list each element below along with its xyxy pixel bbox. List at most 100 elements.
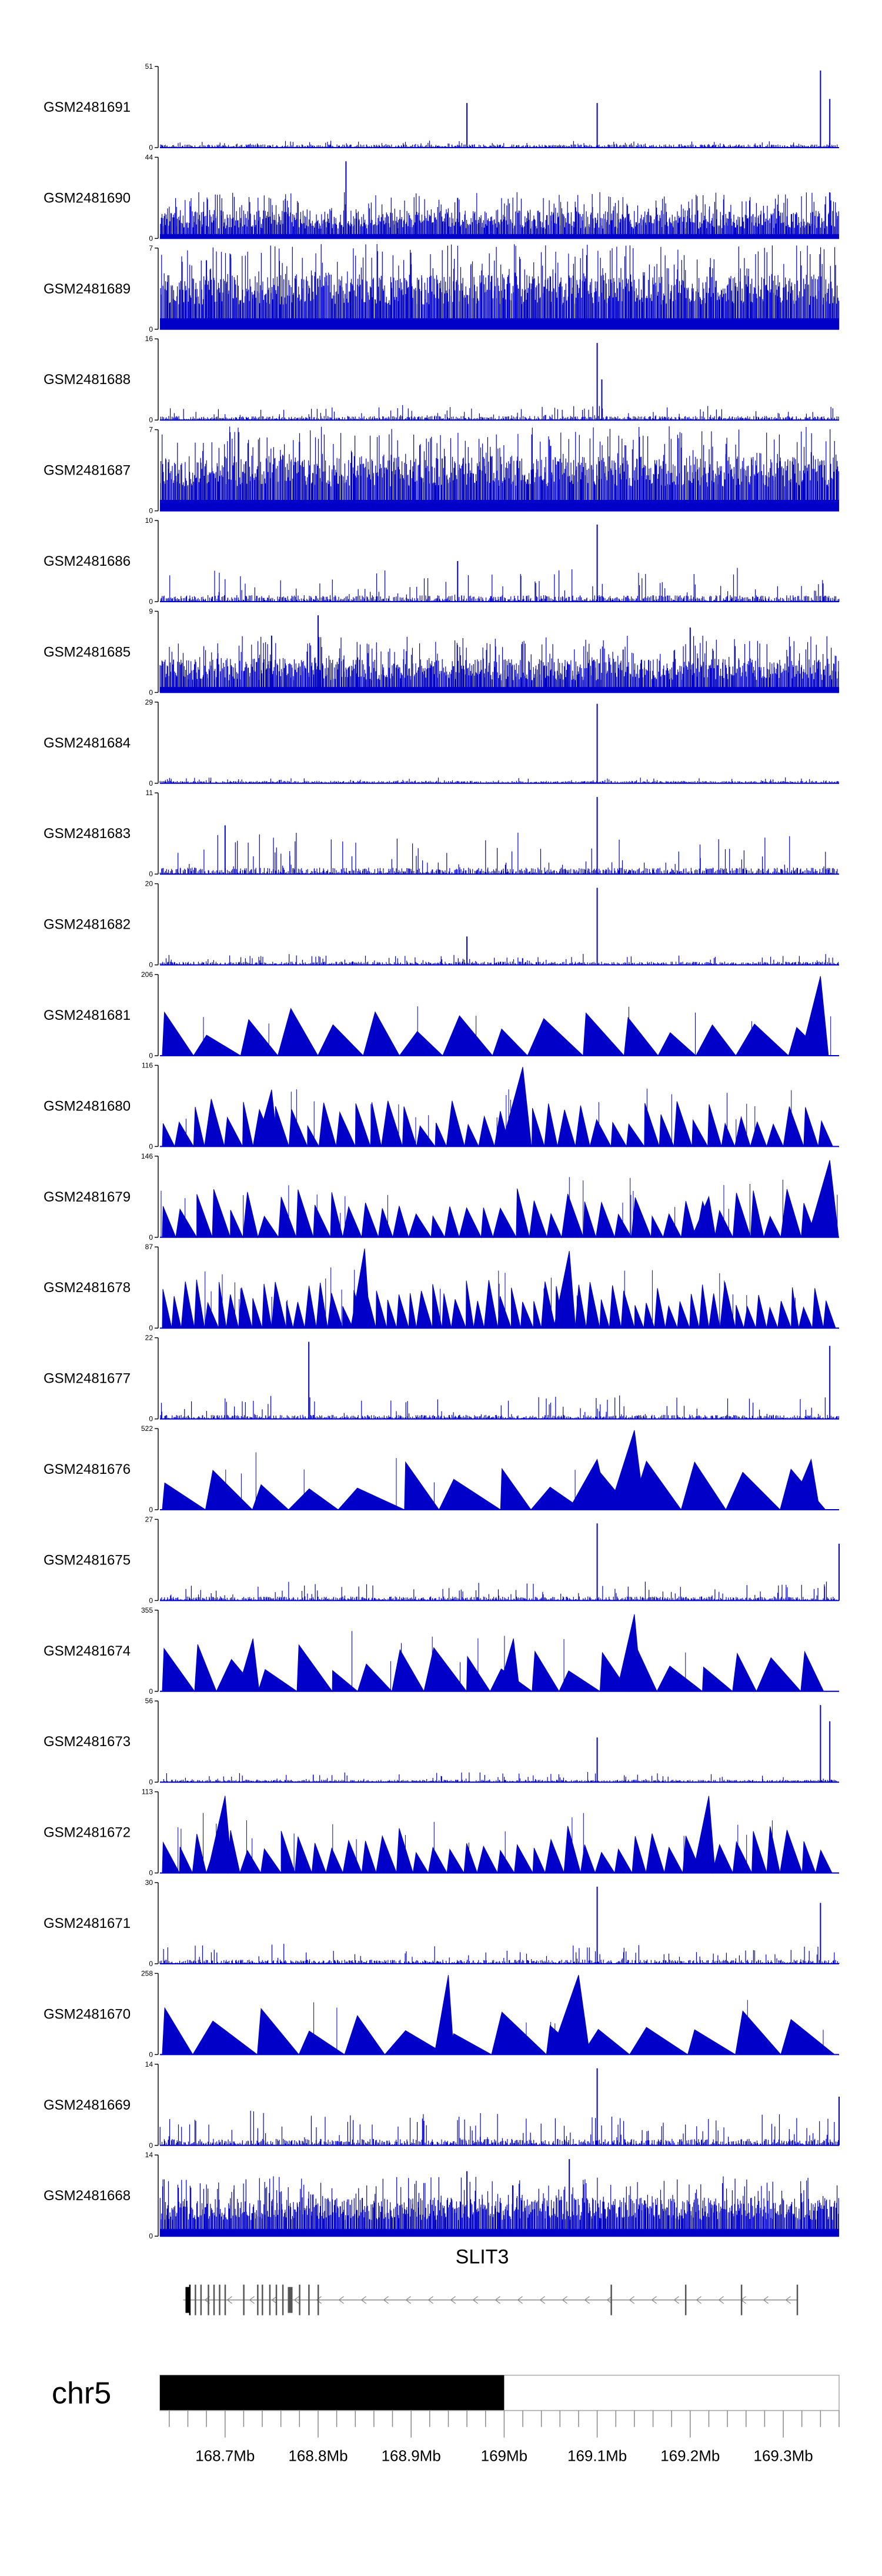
track-label: GSM2481689 <box>44 281 131 297</box>
axis-tick-label: 169.2Mb <box>660 2447 720 2465</box>
track-label: GSM2481685 <box>44 644 131 660</box>
chromosome-label: chr5 <box>52 2377 111 2411</box>
strand-chevron <box>383 2296 389 2304</box>
axis-tick-label: 168.9Mb <box>382 2447 441 2465</box>
track-ymin-label: 0 <box>149 870 153 878</box>
strand-chevron <box>785 2296 791 2304</box>
track-ymin-label: 0 <box>149 961 153 969</box>
gene-exon <box>299 2284 300 2315</box>
track-label: GSM2481675 <box>44 1552 131 1568</box>
track-ymin-label: 0 <box>149 2050 153 2058</box>
peak-mark <box>800 976 829 1056</box>
coverage-area <box>162 2007 836 2056</box>
gene-exon <box>317 2284 319 2315</box>
strand-chevron <box>316 2296 322 2304</box>
track-label: GSM2481671 <box>44 1916 131 1931</box>
strand-chevron <box>338 2296 344 2304</box>
peak-mark <box>497 1638 520 1692</box>
track-GSM2481689: GSM2481689 7 0 <box>44 244 840 333</box>
track-ymin-label: 0 <box>149 2141 153 2150</box>
coverage-baseline-band <box>160 318 839 329</box>
coverage-baseline-band <box>160 687 839 693</box>
strand-chevron <box>405 2296 411 2304</box>
coverage-area <box>162 1007 826 1057</box>
track-GSM2481674: GSM2481674 355 0 <box>44 1606 839 1696</box>
gene-exon <box>269 2284 271 2315</box>
gene-exon <box>610 2284 612 2315</box>
track-GSM2481670: GSM2481670 258 0 <box>44 1969 839 2058</box>
track-GSM2481686: GSM2481686 10 0 <box>44 516 840 606</box>
coverage-bars <box>160 141 838 148</box>
track-ymax-label: 116 <box>142 1061 153 1069</box>
coverage-bars <box>161 1772 837 1783</box>
peak-mark <box>568 1459 609 1510</box>
gene-exon <box>288 2287 293 2313</box>
track-ymin-label: 0 <box>149 688 153 696</box>
axis-tick-label: 168.7Mb <box>195 2447 255 2465</box>
gene-exon <box>208 2284 209 2315</box>
peak-mark <box>616 1614 642 1692</box>
track-ymin-label: 0 <box>149 1687 153 1696</box>
track-ymin-label: 0 <box>149 144 153 152</box>
strand-chevron <box>472 2296 478 2304</box>
track-ymin-label: 0 <box>149 1869 153 1877</box>
track-label: GSM2481690 <box>44 190 131 206</box>
track-ymin-label: 0 <box>149 2232 153 2240</box>
coverage-bars <box>159 2176 839 2237</box>
coverage-bars <box>159 777 839 783</box>
track-label: GSM2481682 <box>44 917 131 933</box>
track-ymin-label: 0 <box>149 1415 153 1423</box>
strand-chevron <box>360 2296 366 2304</box>
track-label: GSM2481676 <box>44 1461 131 1477</box>
track-ymax-label: 206 <box>141 970 153 979</box>
axis-tick-label: 169.3Mb <box>754 2447 813 2465</box>
gene-exon <box>219 2284 220 2315</box>
strand-chevron <box>517 2296 523 2304</box>
track-ymax-label: 22 <box>145 1334 153 1342</box>
track-ymin-label: 0 <box>149 507 153 515</box>
track-label: GSM2481687 <box>44 463 131 479</box>
track-ymin-label: 0 <box>149 1233 153 1242</box>
axis-tick-label: 168.8Mb <box>288 2447 348 2465</box>
track-label: GSM2481679 <box>44 1189 131 1205</box>
gene-name-label: SLIT3 <box>456 2246 509 2268</box>
track-label: GSM2481672 <box>44 1825 131 1841</box>
track-ymin-label: 0 <box>149 1142 153 1150</box>
strand-chevron <box>651 2296 657 2304</box>
track-ymax-label: 30 <box>145 1878 153 1887</box>
axis-tick-label: 169.1Mb <box>567 2447 627 2465</box>
track-label: GSM2481680 <box>44 1098 131 1114</box>
strand-chevron <box>718 2296 724 2304</box>
gene-exon <box>262 2284 263 2315</box>
peak-mark <box>500 1067 532 1147</box>
track-ymin-label: 0 <box>149 1052 153 1060</box>
peak-mark <box>609 1430 645 1510</box>
strand-chevron <box>226 2296 232 2304</box>
track-ymax-label: 14 <box>145 2151 153 2159</box>
coverage-baseline-band <box>160 2228 839 2237</box>
strand-chevron <box>763 2296 769 2304</box>
track-ymax-label: 355 <box>141 1606 153 1614</box>
strand-chevron <box>450 2296 456 2304</box>
coverage-bars <box>159 832 838 875</box>
coverage-bars <box>159 954 839 965</box>
gene-exon <box>275 2284 278 2315</box>
strand-chevron <box>293 2296 299 2304</box>
track-GSM2481691: GSM2481691 51 0 <box>44 62 839 152</box>
coverage-baseline-band <box>160 233 839 239</box>
track-GSM2481673: GSM2481673 56 0 <box>44 1697 839 1786</box>
track-label: GSM2481674 <box>44 1643 131 1659</box>
strand-chevron <box>606 2296 612 2304</box>
gene-exon <box>224 2284 226 2315</box>
track-ymax-label: 7 <box>149 244 153 252</box>
gene-exon <box>257 2284 259 2315</box>
track-GSM2481672: GSM2481672 113 0 <box>44 1788 839 1877</box>
coverage-bars <box>160 244 840 329</box>
track-GSM2481682: GSM2481682 20 0 <box>44 880 839 969</box>
coverage-bars <box>160 192 839 239</box>
track-GSM2481678: GSM2481678 87 0 <box>44 1243 839 1332</box>
track-ymin-label: 0 <box>149 1506 153 1514</box>
peak-mark <box>237 1638 260 1692</box>
coverage-bars <box>160 1395 839 1419</box>
track-label: GSM2481681 <box>44 1007 131 1023</box>
